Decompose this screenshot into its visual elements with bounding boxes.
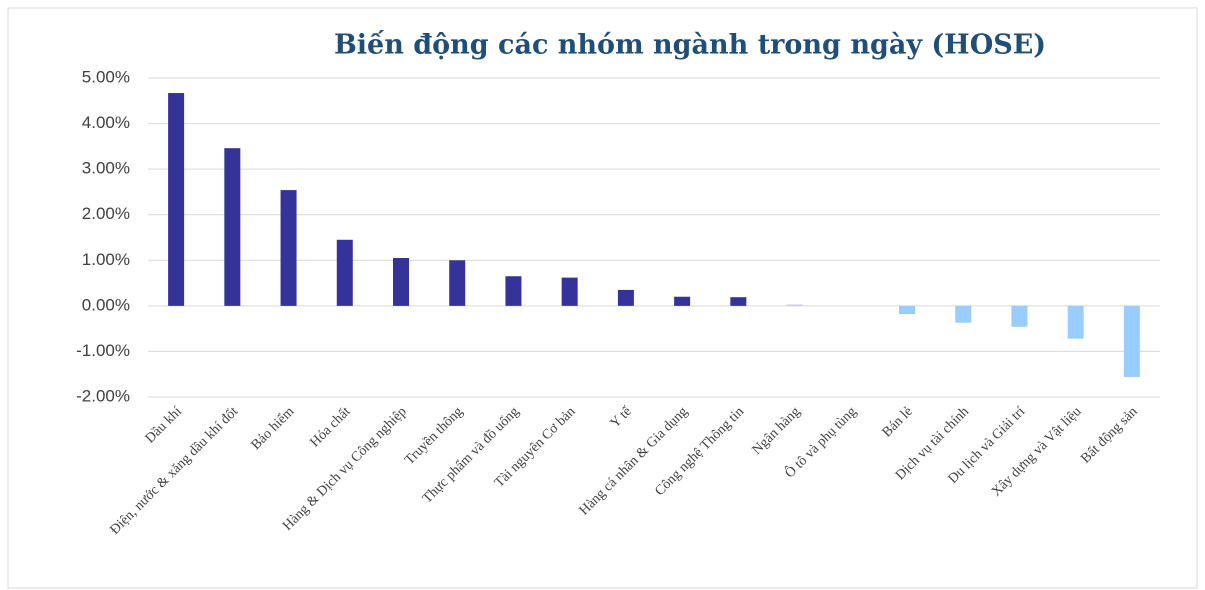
bar <box>393 258 409 306</box>
y-tick-label: -2.00% <box>76 386 130 405</box>
chart-title: Biến động các nhóm ngành trong ngày (HOS… <box>334 29 1046 61</box>
x-tick-label: Bất động sản <box>1078 404 1140 466</box>
x-tick-label: Ngân hàng <box>750 404 804 458</box>
bar <box>955 305 972 323</box>
bar <box>786 304 803 306</box>
bar <box>336 239 353 306</box>
bar <box>505 276 522 306</box>
bar <box>1067 305 1084 339</box>
x-tick-label: Bán lẻ <box>880 404 916 440</box>
y-tick-label: 3.00% <box>82 159 130 178</box>
bar <box>168 93 185 306</box>
bar <box>899 305 915 315</box>
bar <box>617 289 634 306</box>
bar <box>449 260 466 306</box>
bar <box>1011 305 1028 327</box>
bar <box>730 297 747 306</box>
x-tick-label: Bảo hiểm <box>249 404 298 453</box>
chart-border <box>7 7 1198 589</box>
y-tick-label: 2.00% <box>82 204 130 223</box>
y-tick-label: 0.00% <box>82 295 130 314</box>
x-tick-label: Hàng cá nhân & Gia dụng <box>577 404 691 518</box>
x-tick-label: Dầu khí <box>143 404 185 446</box>
x-tick-label: Hóa chất <box>308 404 354 450</box>
y-tick-label: -1.00% <box>76 341 130 360</box>
bar <box>1123 305 1140 377</box>
x-tick-label: Hàng & Dịch vụ Công nghiệp <box>280 404 410 534</box>
y-tick-label: 4.00% <box>82 113 130 132</box>
y-tick-label: 5.00% <box>82 67 130 86</box>
y-tick-label: 1.00% <box>82 250 130 269</box>
x-tick-label: Y tế <box>608 404 636 432</box>
bar <box>561 277 578 306</box>
x-tick-label: Thực phẩm và đồ uống <box>420 404 522 506</box>
bar <box>280 190 297 306</box>
bar <box>674 296 691 306</box>
bar <box>224 148 241 306</box>
